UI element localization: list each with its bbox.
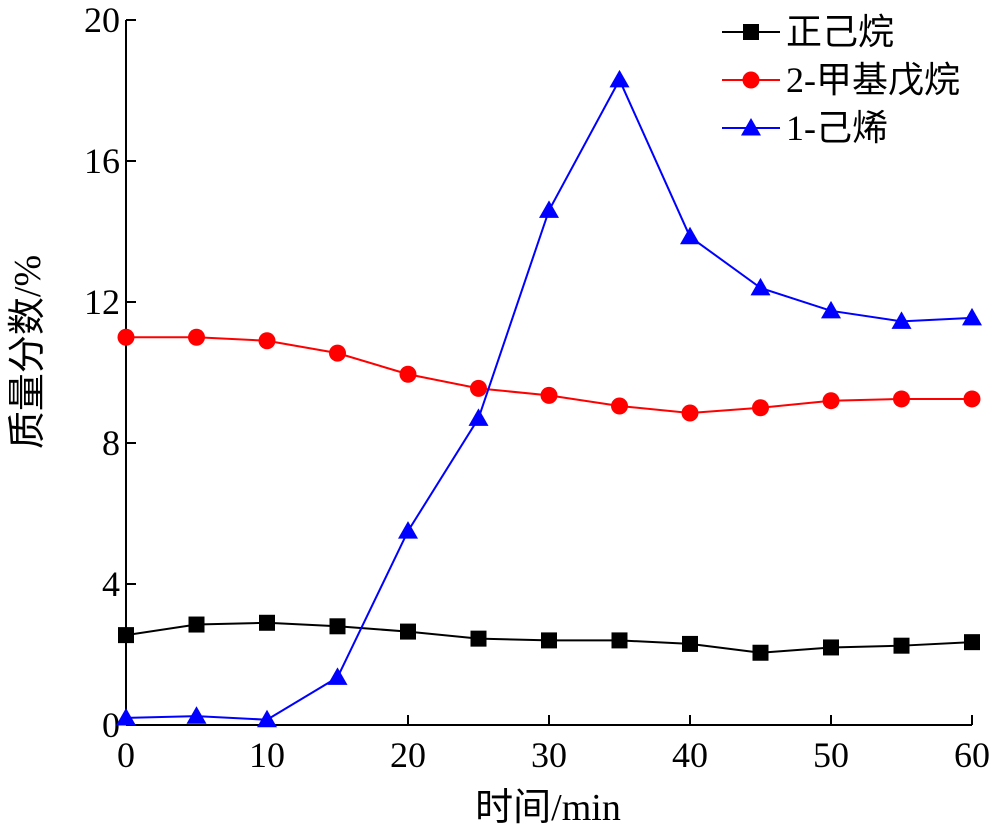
series-2 <box>117 328 981 422</box>
data-point <box>259 614 275 631</box>
data-point <box>540 386 558 404</box>
x-axis: 0 10 20 30 40 50 60 <box>117 715 990 775</box>
data-point <box>399 365 417 383</box>
data-point <box>823 639 839 656</box>
data-point <box>118 627 134 644</box>
data-point <box>752 399 769 417</box>
legend-marker <box>742 71 760 89</box>
legend-label: 正己烷 <box>786 12 894 52</box>
legend: 正己烷 2-甲基戊烷 1-己烯 <box>722 12 960 148</box>
legend-label: 2-甲基戊烷 <box>786 60 960 100</box>
legend-item: 1-己烯 <box>722 108 888 148</box>
series-layer <box>116 69 982 728</box>
x-axis-title: 时间/min <box>475 787 621 829</box>
data-point <box>398 521 418 539</box>
y-axis-title: 质量分数/% <box>7 255 49 449</box>
data-point <box>609 69 630 88</box>
x-tick-label: 60 <box>954 735 990 775</box>
data-point <box>468 408 489 426</box>
data-point <box>822 392 840 410</box>
data-point <box>682 635 698 652</box>
data-point <box>186 706 207 724</box>
y-tick-label: 12 <box>84 282 120 322</box>
data-point <box>891 311 912 329</box>
data-point <box>258 332 276 350</box>
data-point <box>329 618 346 635</box>
data-point <box>470 630 487 647</box>
legend-label: 1-己烯 <box>786 108 888 148</box>
data-point <box>752 644 769 661</box>
data-point <box>116 707 136 726</box>
series-3 <box>116 69 982 728</box>
data-point <box>893 390 910 408</box>
legend-item: 正己烷 <box>722 12 894 52</box>
data-point <box>963 390 981 408</box>
data-point <box>400 623 416 640</box>
data-point <box>964 634 980 651</box>
y-tick-label: 0 <box>102 705 120 745</box>
x-tick-label: 10 <box>249 735 285 775</box>
x-tick-label: 50 <box>813 735 849 775</box>
y-tick-label: 8 <box>102 423 120 463</box>
y-tick-label: 20 <box>84 0 120 40</box>
data-point <box>470 379 487 397</box>
legend-marker <box>743 24 759 40</box>
x-tick-label: 0 <box>117 735 135 775</box>
data-point <box>541 632 557 649</box>
data-point <box>750 277 771 296</box>
data-point <box>821 300 841 319</box>
x-tick-label: 30 <box>531 735 567 775</box>
series-1 <box>118 614 980 661</box>
data-point <box>329 344 346 362</box>
data-point <box>962 307 982 326</box>
data-point <box>611 397 628 415</box>
data-point <box>680 226 700 245</box>
data-point <box>188 616 205 633</box>
data-point <box>681 404 699 422</box>
data-point <box>117 328 135 346</box>
y-axis: 0 4 8 12 16 20 <box>84 0 136 745</box>
x-tick-label: 20 <box>390 735 426 775</box>
legend-marker <box>741 118 761 136</box>
data-point <box>893 637 910 654</box>
x-tick-label: 40 <box>672 735 708 775</box>
data-point <box>327 667 348 685</box>
data-point <box>188 328 205 346</box>
data-point <box>539 200 559 218</box>
data-point <box>611 632 628 649</box>
y-tick-label: 16 <box>84 141 120 181</box>
y-tick-label: 4 <box>102 564 120 604</box>
legend-item: 2-甲基戊烷 <box>722 60 960 100</box>
data-point <box>257 709 277 728</box>
